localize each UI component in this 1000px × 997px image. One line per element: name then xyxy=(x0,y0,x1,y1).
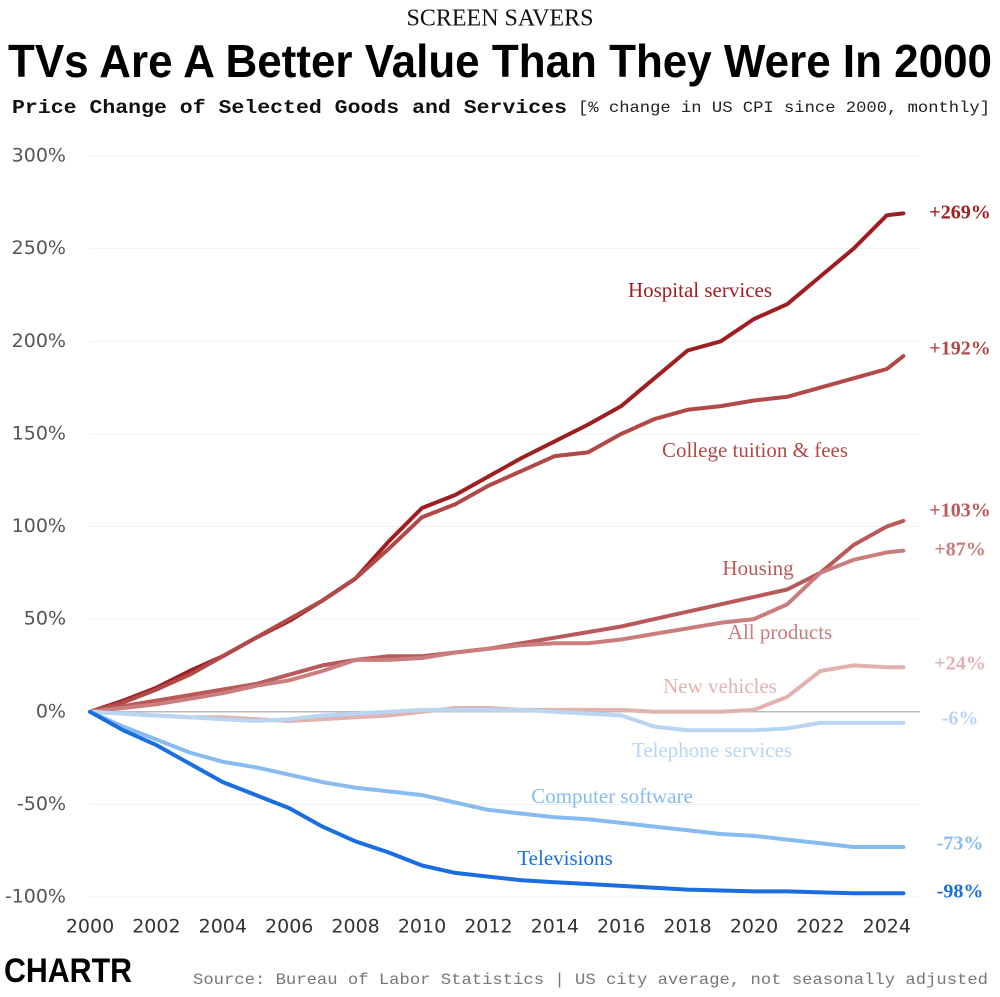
series-line xyxy=(88,354,906,714)
x-tick-label: 2004 xyxy=(199,916,247,938)
series-label: All products xyxy=(728,620,832,644)
y-tick-label: -100% xyxy=(5,886,66,908)
source: Source: Bureau of Labor Statistics | US … xyxy=(193,971,988,989)
end-value-label: +103% xyxy=(929,500,990,522)
subtitle-note: [% change in US CPI since 2000, monthly] xyxy=(578,99,990,117)
y-tick-label: 50% xyxy=(24,608,66,630)
end-value-label: -98% xyxy=(937,881,984,903)
x-tick-label: 2014 xyxy=(531,916,579,938)
series-label: Housing xyxy=(722,556,794,580)
x-tick-label: 2000 xyxy=(66,916,114,938)
x-tick-label: 2024 xyxy=(863,916,911,938)
series-label: Telephone services xyxy=(632,738,792,762)
series-line xyxy=(88,709,906,896)
end-value-label: +24% xyxy=(934,653,985,675)
end-value-label: -73% xyxy=(937,833,984,855)
x-tick-label: 2002 xyxy=(132,916,180,938)
series-line xyxy=(88,707,906,733)
x-tick-label: 2010 xyxy=(398,916,446,938)
series-label: Televisions xyxy=(517,846,612,870)
y-tick-label: 250% xyxy=(12,237,66,259)
x-tick-label: 2016 xyxy=(597,916,645,938)
y-tick-label: 150% xyxy=(12,422,66,444)
series-label: Hospital services xyxy=(628,278,772,302)
subtitle: Price Change of Selected Goods and Servi… xyxy=(12,97,567,119)
end-value-label: +269% xyxy=(929,202,990,224)
x-tick-label: 2012 xyxy=(464,916,512,938)
series-label: College tuition & fees xyxy=(662,438,848,462)
y-tick-label: 0% xyxy=(36,700,66,722)
chart-title: TVs Are A Better Value Than They Were In… xyxy=(8,35,992,87)
series-label: Computer software xyxy=(531,784,693,808)
x-tick-label: 2022 xyxy=(796,916,844,938)
series-line xyxy=(88,548,906,714)
y-tick-label: 300% xyxy=(12,145,66,167)
series-line xyxy=(88,709,906,849)
kicker: SCREEN SAVERS xyxy=(407,6,594,32)
series-label: New vehicles xyxy=(663,674,777,698)
x-tick-label: 2018 xyxy=(663,916,711,938)
x-tick-label: 2008 xyxy=(331,916,379,938)
end-value-label: -6% xyxy=(942,708,979,730)
y-tick-label: 200% xyxy=(12,330,66,352)
logo: CHARTR xyxy=(4,952,132,990)
end-value-label: +87% xyxy=(934,539,985,561)
end-value-label: +192% xyxy=(929,338,990,360)
series-line xyxy=(88,518,906,714)
x-tick-label: 2020 xyxy=(730,916,778,938)
x-tick-label: 2006 xyxy=(265,916,313,938)
y-tick-label: -50% xyxy=(17,793,66,815)
y-tick-label: 100% xyxy=(12,515,66,537)
